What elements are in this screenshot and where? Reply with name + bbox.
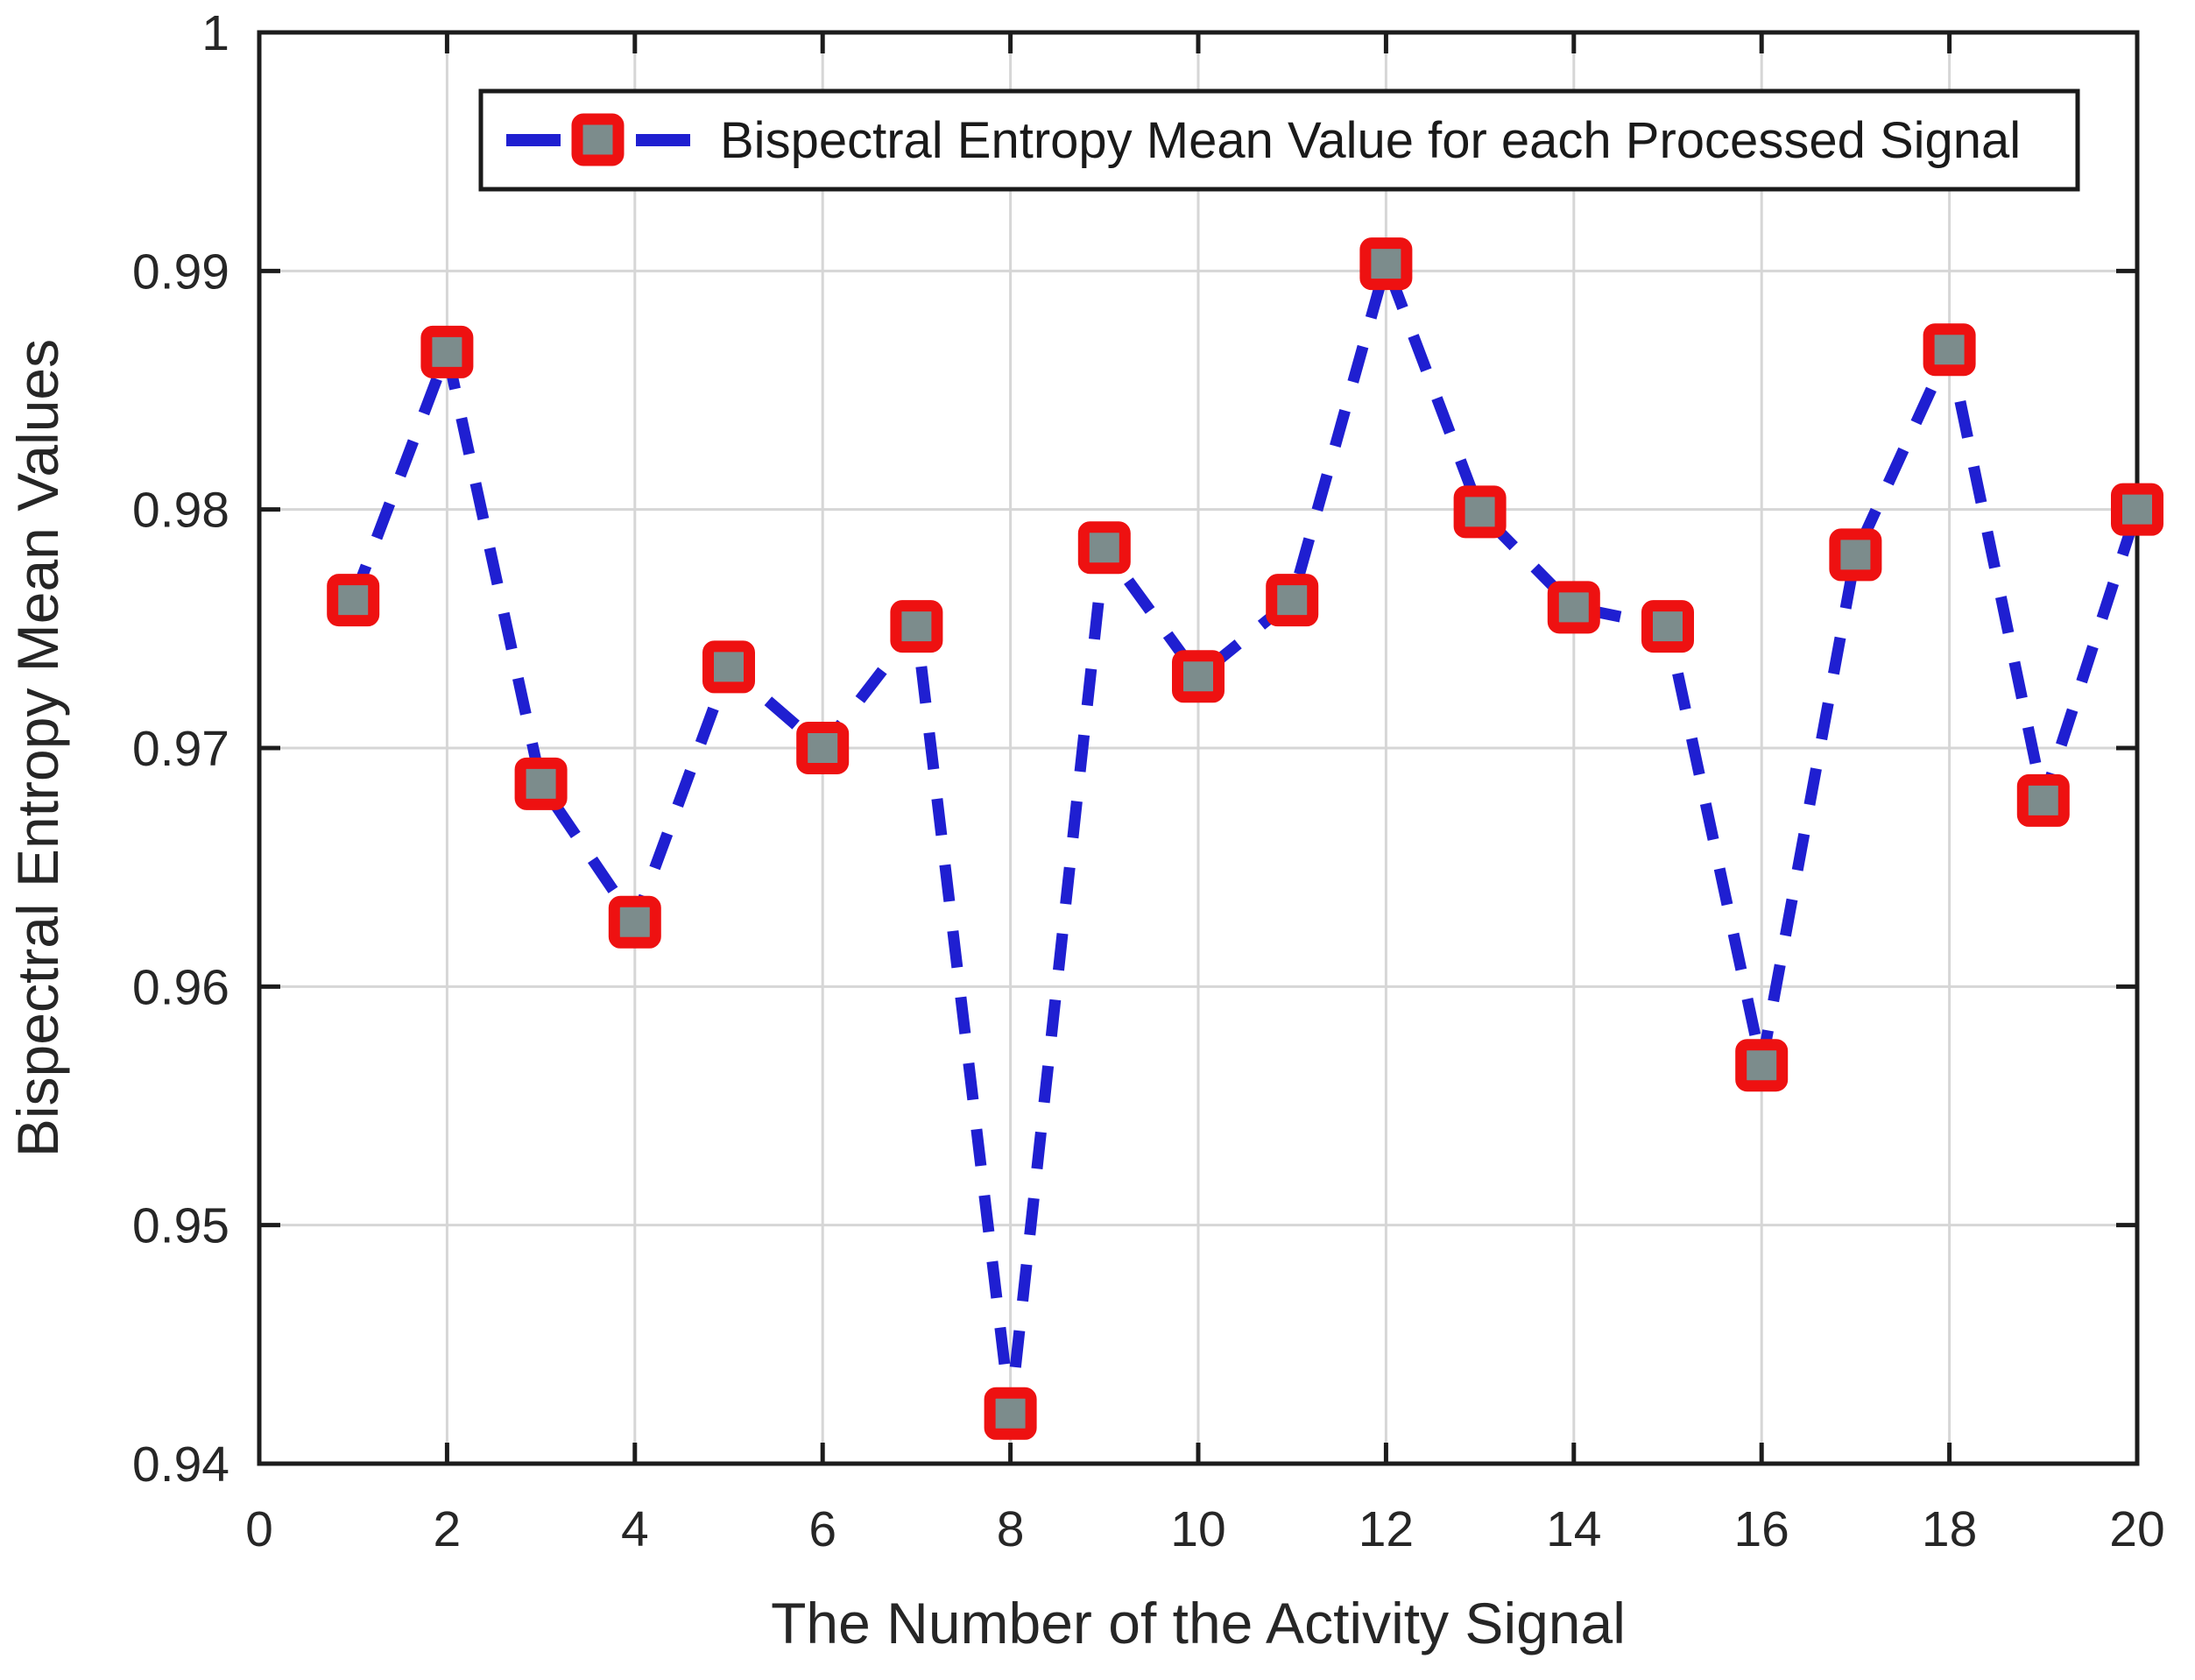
marker-layer <box>327 237 2163 1440</box>
data-point-marker <box>702 640 755 694</box>
data-point-marker <box>2016 773 2070 827</box>
data-point-marker <box>514 757 568 810</box>
x-tick-label: 14 <box>1546 1501 1601 1557</box>
y-axis-label: Bispectral Entropy Mean Values <box>5 339 70 1157</box>
data-point-marker <box>327 574 380 627</box>
x-tick-label: 8 <box>997 1501 1025 1557</box>
legend-box <box>478 88 2080 192</box>
y-tick-label: 0.94 <box>132 1436 229 1493</box>
legend: Bispectral Entropy Mean Value for each P… <box>478 88 2080 192</box>
data-point-marker <box>984 1387 1037 1440</box>
data-point-marker <box>1547 581 1600 634</box>
data-point-marker <box>1829 528 1882 582</box>
data-point-marker <box>1735 1039 1789 1092</box>
x-tick-label: 20 <box>2109 1501 2164 1557</box>
y-tick-label: 0.95 <box>132 1198 229 1254</box>
y-tick-label: 0.98 <box>132 483 229 539</box>
legend-label: Bispectral Entropy Mean Value for each P… <box>720 112 2021 169</box>
series-dashed-line <box>348 245 2143 1415</box>
data-point-marker <box>796 722 850 774</box>
data-point-marker <box>608 895 661 949</box>
data-point-marker <box>1923 323 1976 377</box>
legend-square-marker-icon <box>571 113 625 166</box>
x-tick-label: 10 <box>1170 1501 1225 1557</box>
x-tick-label: 2 <box>434 1501 462 1557</box>
data-point-marker <box>1641 600 1694 653</box>
x-tick-label: 4 <box>621 1501 649 1557</box>
tick-label-layer: 0 2 4 6 8 10 12 14 16 18 20 0.94 0.95 0.96 0.97 0.98 0.9… <box>132 5 2165 1557</box>
data-point-marker <box>420 325 474 378</box>
data-point-marker <box>1359 237 1413 291</box>
x-tick-label: 6 <box>808 1501 836 1557</box>
data-point-marker <box>1077 521 1131 575</box>
data-point-marker <box>890 600 943 653</box>
x-axis-label: The Number of the Activity Signal <box>771 1591 1626 1655</box>
y-tick-label: 0.97 <box>132 721 229 777</box>
x-tick-label: 16 <box>1733 1501 1789 1557</box>
series-line-layer <box>348 245 2143 1415</box>
data-point-marker <box>1266 574 1319 627</box>
data-point-marker <box>2111 483 2163 536</box>
data-point-marker <box>1172 650 1225 703</box>
x-tick-label: 12 <box>1359 1501 1414 1557</box>
y-tick-label: 1 <box>201 5 229 61</box>
x-tick-label: 18 <box>1922 1501 1977 1557</box>
y-tick-label: 0.96 <box>132 959 229 1015</box>
grid-layer <box>259 32 2137 1464</box>
data-point-marker <box>1453 485 1507 539</box>
y-tick-label: 0.99 <box>132 244 229 300</box>
x-tick-label: 0 <box>245 1501 273 1557</box>
